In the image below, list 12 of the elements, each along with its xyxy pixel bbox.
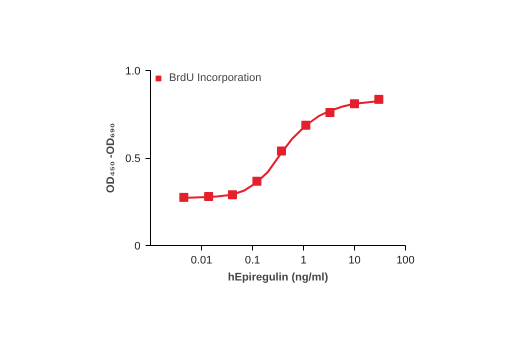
y-tick-label: 0 xyxy=(134,240,141,252)
y-tick-label: 0.5 xyxy=(125,153,141,165)
legend-label: BrdU Incorporation xyxy=(169,72,262,84)
y-tick-label: 1.0 xyxy=(125,66,141,78)
x-tick-label: 100 xyxy=(396,254,415,266)
x-tick-label: 1 xyxy=(300,254,307,266)
x-tick-label: 10 xyxy=(348,254,361,266)
point xyxy=(374,94,384,104)
x-tick-label: 0.1 xyxy=(244,254,260,266)
y-axis-title: OD₄₅₀ -OD₆₉₀ xyxy=(105,123,118,193)
x-axis-title: hEpiregulin (ng/ml) xyxy=(228,272,328,284)
x-tick-label: 0.01 xyxy=(190,254,212,266)
